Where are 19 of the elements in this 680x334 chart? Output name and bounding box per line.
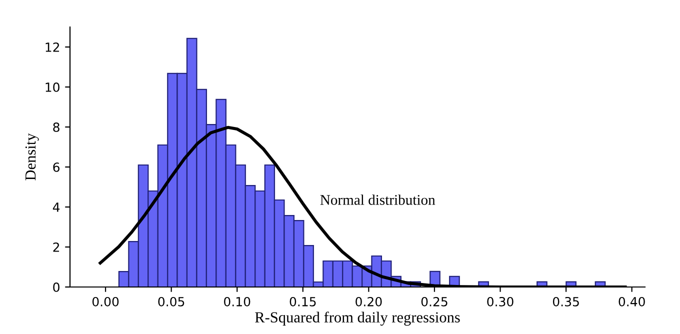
y-tick-label: 0 [53, 282, 60, 292]
x-tick-label: 0.05 [158, 296, 184, 306]
x-tick-label: 0.10 [224, 296, 250, 306]
x-tick-label: 0.35 [552, 296, 579, 306]
y-tick-label: 8 [53, 122, 60, 132]
y-axis-title: Density [25, 133, 39, 180]
y-tick-label: 4 [52, 202, 60, 212]
y-tick-label: 10 [46, 82, 60, 92]
x-tick-label: 0.30 [487, 296, 514, 306]
y-tick-label: 12 [46, 42, 60, 52]
annotation: Normal distribution [320, 194, 436, 205]
x-tick-label: 0.25 [421, 296, 448, 306]
x-tick-label: 0.20 [356, 296, 382, 306]
x-tick-label: 0.15 [290, 296, 316, 306]
x-tick-label: 0.00 [92, 296, 119, 306]
x-tick-label: 0.40 [618, 296, 645, 306]
x-axis-title: R-Squared from daily regressions [255, 312, 460, 326]
y-tick-label: 2 [53, 242, 60, 252]
y-tick-label: 6 [53, 162, 60, 172]
